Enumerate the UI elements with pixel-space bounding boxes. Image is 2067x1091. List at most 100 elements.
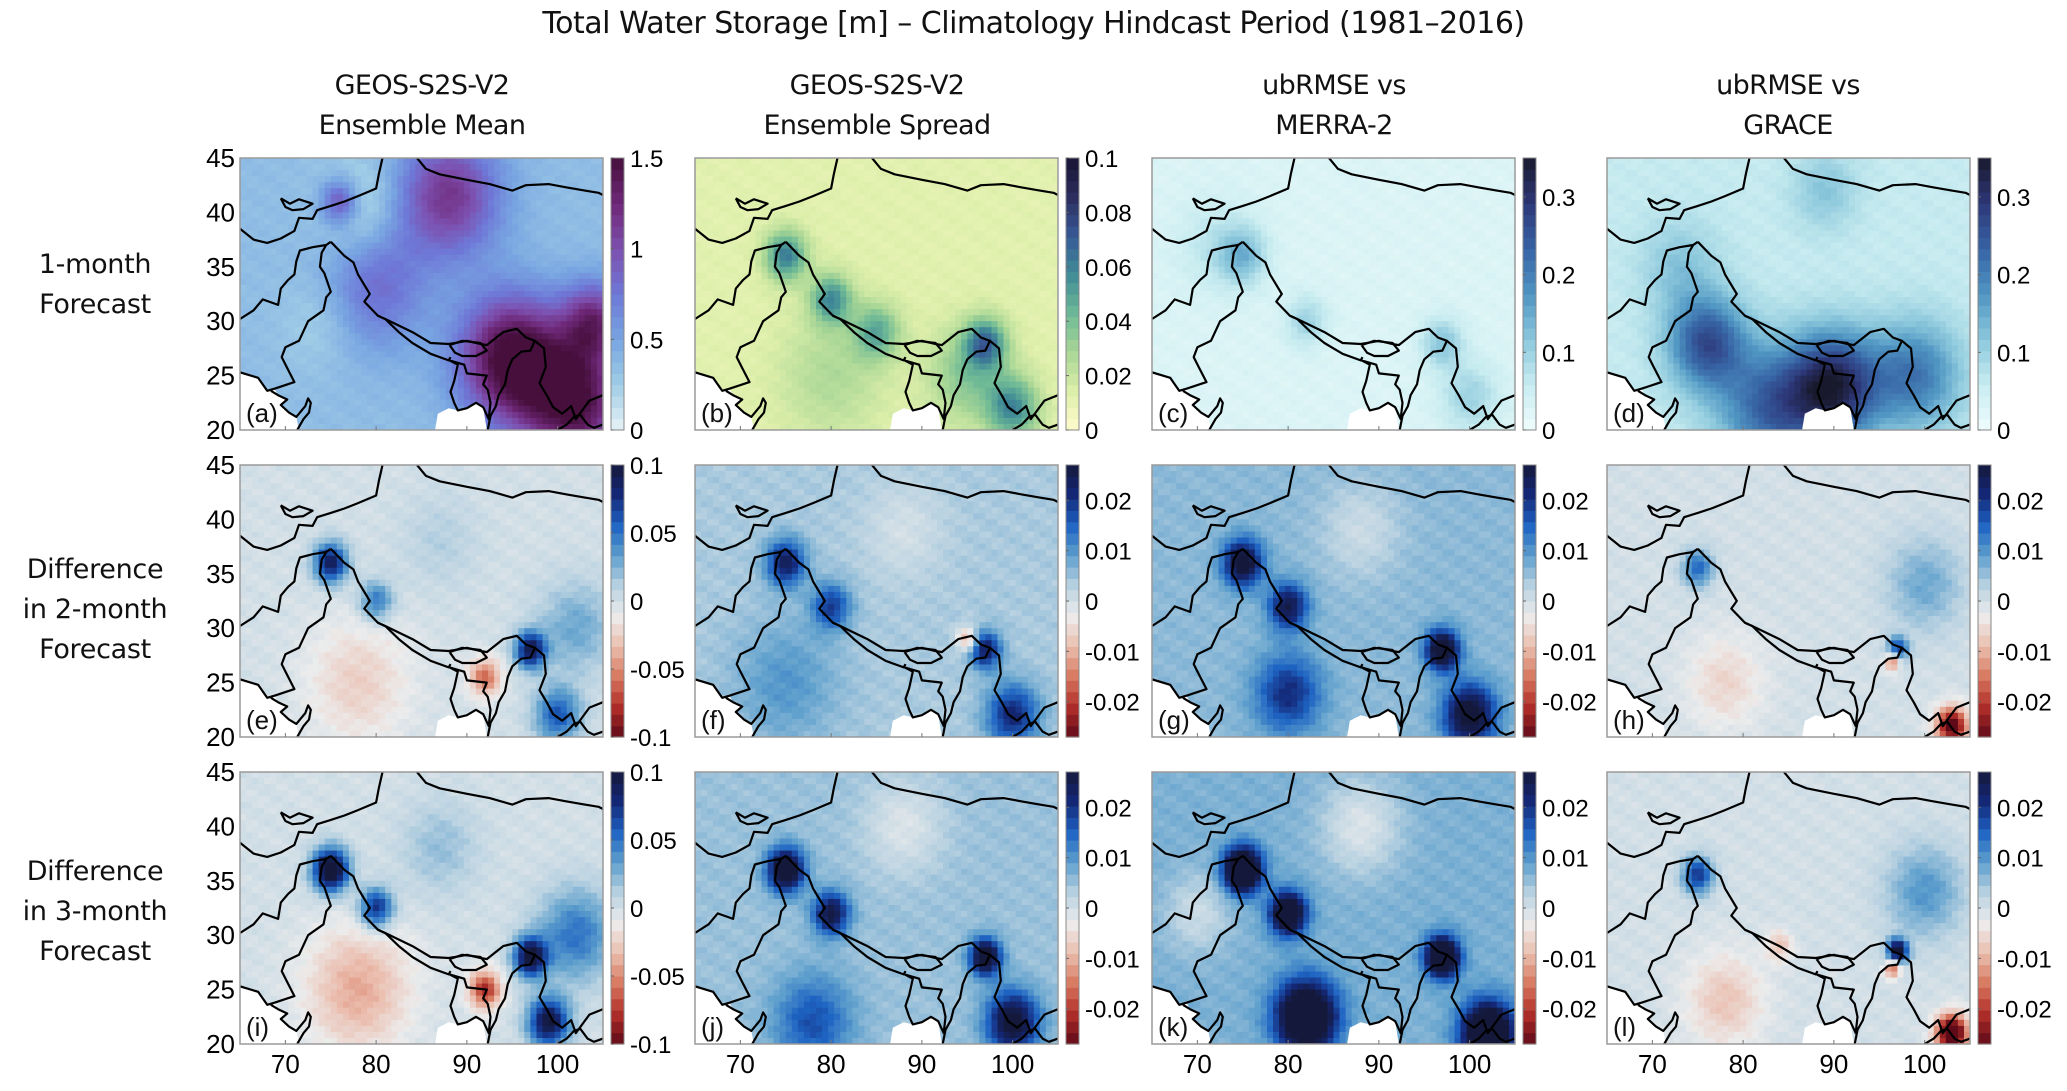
heatmap-cell bbox=[518, 182, 525, 189]
heatmap-cell bbox=[566, 333, 574, 340]
heatmap-cell bbox=[258, 351, 265, 358]
heatmap-cell bbox=[482, 218, 489, 225]
country-border bbox=[449, 359, 492, 421]
heatmap-cell bbox=[979, 224, 986, 232]
heatmap-cell bbox=[858, 363, 865, 371]
heatmap-cell bbox=[695, 309, 702, 316]
heatmap-cell bbox=[270, 266, 277, 274]
heatmap-cell bbox=[469, 266, 477, 274]
colorbar-tick-label: 0 bbox=[630, 418, 643, 445]
heatmap-cell bbox=[937, 315, 944, 322]
heatmap-cell bbox=[482, 188, 489, 195]
heatmap-cell bbox=[695, 188, 702, 195]
heatmap-cell bbox=[1039, 272, 1047, 280]
heatmap-cell bbox=[584, 278, 592, 286]
heatmap-cell bbox=[397, 194, 404, 201]
heatmap-cell bbox=[397, 393, 404, 401]
heatmap-cell bbox=[385, 272, 392, 280]
heatmap-cell bbox=[912, 303, 920, 310]
heatmap-cell bbox=[415, 164, 422, 171]
heatmap-cell bbox=[828, 278, 835, 286]
heatmap-cell bbox=[288, 182, 295, 189]
heatmap-cell bbox=[282, 164, 289, 171]
heatmap-cell bbox=[767, 297, 775, 304]
heatmap-cell bbox=[743, 158, 750, 165]
heatmap-cell bbox=[463, 393, 471, 401]
heatmap-cell bbox=[1033, 242, 1041, 250]
heatmap-cell bbox=[282, 333, 289, 340]
heatmap-cell bbox=[409, 387, 416, 395]
heatmap-cell bbox=[246, 272, 253, 280]
heatmap-cell bbox=[755, 188, 763, 195]
heatmap-cell bbox=[1045, 284, 1053, 292]
heatmap-cell bbox=[584, 424, 592, 430]
heatmap-cell bbox=[894, 236, 902, 244]
heatmap-cell bbox=[578, 327, 586, 334]
heatmap-cell bbox=[500, 363, 507, 371]
heatmap-cell bbox=[1003, 260, 1011, 268]
heatmap-cell bbox=[701, 369, 708, 377]
heatmap-cell bbox=[1039, 363, 1047, 371]
heatmap-cell bbox=[367, 224, 374, 232]
heatmap-cell bbox=[572, 194, 580, 201]
heatmap-cell bbox=[294, 405, 301, 413]
heatmap-cell bbox=[276, 272, 283, 280]
heatmap-cell bbox=[894, 218, 902, 225]
heatmap-cell bbox=[834, 176, 841, 183]
heatmap-cell bbox=[822, 230, 829, 238]
heatmap-cell bbox=[888, 284, 896, 292]
heatmap-cell bbox=[312, 333, 320, 340]
heatmap-cell bbox=[828, 375, 835, 383]
heatmap-cell bbox=[494, 224, 501, 232]
heatmap-cell bbox=[937, 206, 944, 213]
heatmap-cell bbox=[578, 284, 586, 292]
heatmap-cell bbox=[882, 303, 890, 310]
heatmap-cell bbox=[767, 164, 775, 171]
heatmap-cell bbox=[524, 242, 531, 250]
heatmap-cell bbox=[542, 278, 550, 286]
heatmap-cell bbox=[276, 363, 283, 371]
heatmap-cell bbox=[240, 297, 247, 304]
heatmap-cell bbox=[991, 321, 999, 328]
heatmap-cell bbox=[785, 260, 793, 268]
heatmap-cell bbox=[475, 248, 483, 256]
heatmap-cell bbox=[264, 333, 271, 340]
heatmap-cell bbox=[737, 297, 744, 304]
heatmap-cell bbox=[719, 182, 726, 189]
heatmap-cell bbox=[852, 194, 859, 201]
heatmap-cell bbox=[385, 158, 392, 165]
heatmap-cell bbox=[1045, 303, 1053, 310]
heatmap-cell bbox=[536, 303, 544, 310]
heatmap-cell bbox=[415, 218, 422, 225]
heatmap-cell bbox=[719, 309, 726, 316]
heatmap-cell bbox=[288, 170, 295, 177]
heatmap-cell bbox=[943, 176, 950, 183]
heatmap-cell bbox=[931, 345, 938, 352]
heatmap-cell bbox=[258, 176, 265, 183]
heatmap-cell bbox=[961, 230, 968, 238]
heatmap-cell bbox=[912, 291, 920, 298]
column-title-line: Ensemble Mean bbox=[222, 106, 622, 146]
colorbar-segment bbox=[611, 373, 624, 386]
heatmap-cell bbox=[524, 206, 531, 213]
heatmap-cell bbox=[330, 339, 338, 346]
heatmap-cell bbox=[1003, 327, 1011, 334]
heatmap-cell bbox=[749, 212, 757, 219]
heatmap-cell bbox=[1021, 260, 1029, 268]
heatmap-cell bbox=[258, 164, 265, 171]
heatmap-cell bbox=[512, 236, 519, 244]
heatmap-cell bbox=[512, 291, 519, 298]
heatmap-cell bbox=[584, 272, 592, 280]
heatmap-cell bbox=[828, 321, 835, 328]
heatmap-cell bbox=[463, 218, 471, 225]
heatmap-cell bbox=[713, 170, 720, 177]
heatmap-cell bbox=[300, 236, 308, 244]
heatmap-cell bbox=[749, 266, 757, 274]
heatmap-cell bbox=[312, 260, 320, 268]
heatmap-cell bbox=[312, 357, 320, 365]
heatmap-cell bbox=[973, 212, 980, 219]
heatmap-cell bbox=[548, 345, 556, 352]
heatmap-cell bbox=[282, 357, 289, 365]
heatmap-cell bbox=[494, 291, 501, 298]
heatmap-cell bbox=[803, 321, 811, 328]
